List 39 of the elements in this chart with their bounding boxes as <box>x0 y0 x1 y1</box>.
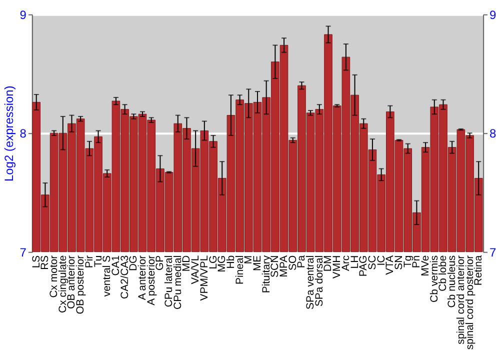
x-tick-label: IC <box>376 254 388 266</box>
y2-tick-label: 7 <box>490 245 497 260</box>
x-tick-label: spinal cord anterior <box>456 254 467 344</box>
x-tick-label: Tg <box>402 255 414 268</box>
x-tick-label: A posterior <box>146 254 158 306</box>
x-tick-label: SO <box>288 255 299 270</box>
x-tick-label: CA2/CA3 <box>120 255 131 299</box>
y-tick-label: 7 <box>20 245 27 260</box>
y2-tick-label: 8 <box>490 126 497 141</box>
x-tick-label: spinal cord posterior <box>464 254 476 350</box>
x-tick-label: OB posterior <box>76 254 87 314</box>
x-tick-label: SC <box>367 254 378 270</box>
x-tick-label: MVe <box>420 255 432 276</box>
x-tick-label: Cb lobe <box>438 255 450 292</box>
x-tick-label: Pineal <box>234 255 246 284</box>
y-axis-title: Log2 (expression) <box>2 86 16 182</box>
x-tick-label: Tu <box>93 255 104 268</box>
x-tick-label: Pir <box>84 254 96 268</box>
x-tick-label: LH <box>350 255 361 269</box>
y-tick-label: 8 <box>20 126 27 141</box>
y-tick-label: 9 <box>20 8 27 22</box>
x-tick-label: ME <box>252 255 264 272</box>
x-tick-label: DG <box>128 255 140 272</box>
y2-tick-label: 9 <box>490 8 497 22</box>
x-tick-label: Retina <box>474 255 485 286</box>
x-tick-label: RS <box>40 255 52 270</box>
x-tick-label: Hb <box>226 255 237 269</box>
x-tick-label: Pituitary <box>261 254 272 294</box>
x-tick-label: VPM/VPL <box>199 255 210 301</box>
x-tick-label: LG <box>208 255 220 270</box>
x-tick-label: GP <box>155 255 166 270</box>
x-tick-label: CPu medial <box>172 255 184 310</box>
x-tick-label: CA1 <box>110 255 122 276</box>
x-tick-label: SN <box>394 255 405 270</box>
x-tick-label: A anterior <box>137 254 148 300</box>
x-tick-label: Arc <box>340 255 352 272</box>
x-tick-label: Pa <box>296 255 308 268</box>
x-tick-label: SPa dorsal <box>314 255 326 307</box>
x-tick-label: LS <box>31 255 42 268</box>
